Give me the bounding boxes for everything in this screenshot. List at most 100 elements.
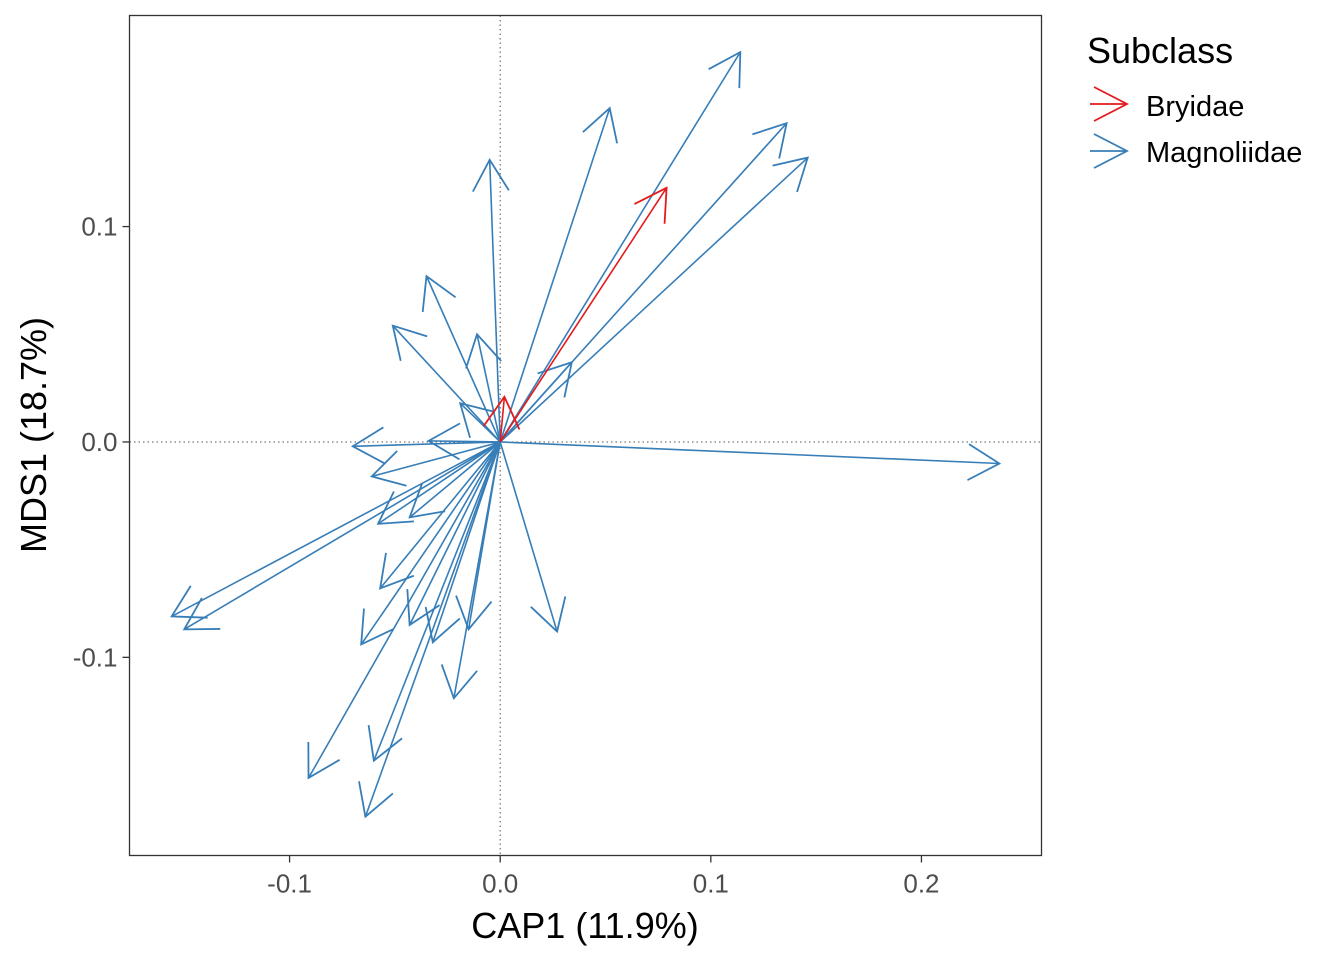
arrow-head (369, 450, 407, 487)
arrow-head (408, 483, 446, 519)
arrow-shaft (307, 441, 501, 779)
arrow-head (482, 394, 521, 430)
arrow-shaft (379, 441, 501, 589)
arrow-head (360, 608, 395, 646)
x-tick-label: 0.2 (903, 869, 939, 899)
arrow-shaft (459, 402, 501, 443)
x-tick-label: 0.0 (482, 869, 518, 899)
arrow-head (376, 491, 415, 525)
arrow-shaft (392, 325, 501, 443)
arrow-shaft (453, 441, 501, 699)
arrow-shaft (425, 275, 501, 443)
arrow-shaft (499, 187, 668, 443)
arrow-shaft (352, 441, 501, 448)
arrow-magnoliidae (406, 441, 501, 627)
arrow-head (406, 589, 441, 627)
arrow-head (307, 741, 341, 780)
arrow-magnoliidae (465, 332, 502, 443)
legend-key-magnoliidae (1090, 133, 1129, 169)
arrow-head (424, 606, 461, 644)
arrow-head (170, 585, 208, 619)
arrow-shaft (373, 441, 501, 762)
arrow-shaft (360, 441, 501, 645)
arrow-magnoliidae (499, 106, 618, 443)
arrow-head (426, 422, 461, 461)
arrow-shaft (476, 334, 501, 443)
arrow-magnoliidae (472, 158, 510, 442)
arrow-magnoliidae (182, 441, 501, 631)
arrow-magnoliidae (358, 441, 501, 819)
arrow-bryidae (499, 186, 668, 443)
arrow-head (465, 332, 502, 369)
x-axis-title: CAP1 (11.9%) (471, 905, 698, 946)
arrow-head (967, 443, 1002, 481)
arrow-shaft (499, 51, 741, 443)
arrow-shaft (428, 440, 501, 443)
arrow-magnoliidae (391, 324, 501, 443)
arrow-head (537, 360, 574, 398)
arrow-head (582, 106, 618, 144)
y-axis-title: MDS1 (18.7%) (13, 317, 54, 553)
arrow-magnoliidae (360, 441, 501, 646)
arrow-shaft (499, 107, 611, 443)
arrow-head (440, 664, 478, 701)
arrow-head (367, 724, 403, 763)
arrow-shaft (500, 441, 1000, 465)
arrow-head (350, 426, 385, 465)
arrow-head (708, 50, 742, 89)
arrow-magnoliidae (367, 441, 501, 763)
arrow-magnoliidae (376, 441, 501, 525)
arrow-magnoliidae (499, 156, 810, 443)
arrow-shaft (183, 441, 501, 631)
x-tick-label: 0.1 (693, 869, 729, 899)
arrow-head (421, 274, 457, 313)
arrow-shaft (499, 441, 558, 632)
y-tick-label: 0.0 (81, 427, 117, 457)
arrow-magnoliidae (500, 441, 1002, 481)
x-tick-label: -0.1 (267, 869, 312, 899)
legend-key-bryidae (1090, 86, 1129, 122)
arrow-head (358, 781, 394, 819)
arrow-head (379, 552, 415, 590)
arrow-head (772, 156, 810, 193)
arrow-shaft (171, 441, 501, 618)
arrow-magnoliidae (458, 401, 501, 443)
arrow-head (472, 158, 510, 193)
arrow-head (752, 121, 788, 159)
plot-panel-border (128, 14, 1043, 857)
arrow-magnoliidae (499, 50, 742, 443)
legend-title: Subclass (1087, 30, 1233, 71)
arrow-shaft (371, 441, 501, 478)
arrow-magnoliidae (170, 441, 501, 619)
arrow-marks (129, 15, 1042, 856)
arrow-bryidae (482, 394, 521, 443)
arrow-head (391, 324, 428, 361)
arrow-magnoliidae (426, 422, 501, 461)
arrow-magnoliidae (499, 441, 567, 634)
arrow-magnoliidae (379, 441, 501, 590)
axis-ticks: -0.1 0.0 0.1 0.2 0.1 0.0 -0.1 (73, 212, 940, 899)
arrow-shaft (499, 396, 506, 443)
legend-label-magnoliidae: Magnoliidae (1146, 137, 1302, 169)
arrow-head (455, 595, 493, 632)
arrow-shaft (499, 157, 809, 443)
arrow-magnoliidae (369, 441, 501, 487)
arrow-shaft (488, 159, 501, 442)
arrow-head (530, 596, 567, 634)
arrow-head (182, 597, 221, 631)
y-tick-label: -0.1 (73, 642, 118, 672)
arrow-magnoliidae (307, 441, 501, 780)
legend: Subclass Bryidae Magnoliidae (1087, 30, 1302, 169)
arrow-magnoliidae (408, 441, 501, 519)
legend-label-bryidae: Bryidae (1146, 91, 1244, 123)
arrow-magnoliidae (499, 360, 574, 443)
arrow-magnoliidae (440, 441, 501, 701)
arrow-head (458, 401, 496, 439)
arrow-shaft (364, 441, 501, 818)
y-tick-label: 0.1 (81, 212, 117, 242)
arrow-head (634, 186, 668, 224)
arrow-magnoliidae (421, 274, 501, 443)
arrow-magnoliidae (350, 426, 501, 465)
arrow-shaft (409, 441, 501, 518)
